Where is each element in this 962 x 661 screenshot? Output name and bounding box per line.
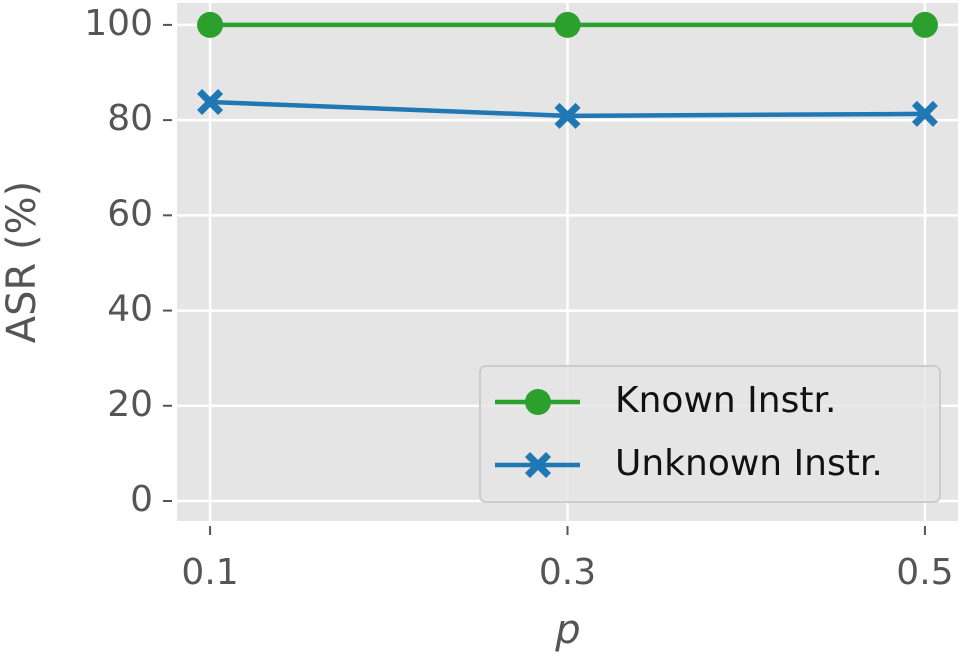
marker — [197, 89, 224, 116]
legend-label: Known Instr. — [615, 380, 836, 421]
y-tick-label: 0 — [130, 479, 153, 520]
y-tick-label: 80 — [107, 98, 153, 139]
legend-box — [479, 365, 941, 503]
marker — [197, 11, 224, 38]
marker — [554, 102, 581, 129]
y-tick-label: 60 — [107, 193, 153, 234]
legend-marker — [525, 389, 551, 415]
legend-label: Unknown Instr. — [615, 443, 883, 484]
x-tick-label: 0.5 — [896, 552, 953, 593]
legend-marker — [525, 452, 551, 478]
marker — [911, 100, 938, 127]
y-tick-label: 100 — [84, 3, 153, 44]
marker — [554, 11, 581, 38]
y-axis-label: ASR (%) — [0, 181, 45, 343]
y-tick-label: 40 — [107, 289, 153, 330]
x-axis-label: p — [554, 607, 580, 653]
marker — [911, 11, 938, 38]
y-tick-label: 20 — [107, 384, 153, 425]
x-tick-label: 0.1 — [181, 552, 238, 593]
x-tick-label: 0.3 — [539, 552, 596, 593]
